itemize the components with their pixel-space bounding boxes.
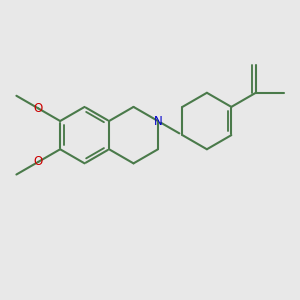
Text: O: O [34, 102, 43, 115]
Text: N: N [154, 115, 162, 128]
Text: O: O [34, 155, 43, 168]
